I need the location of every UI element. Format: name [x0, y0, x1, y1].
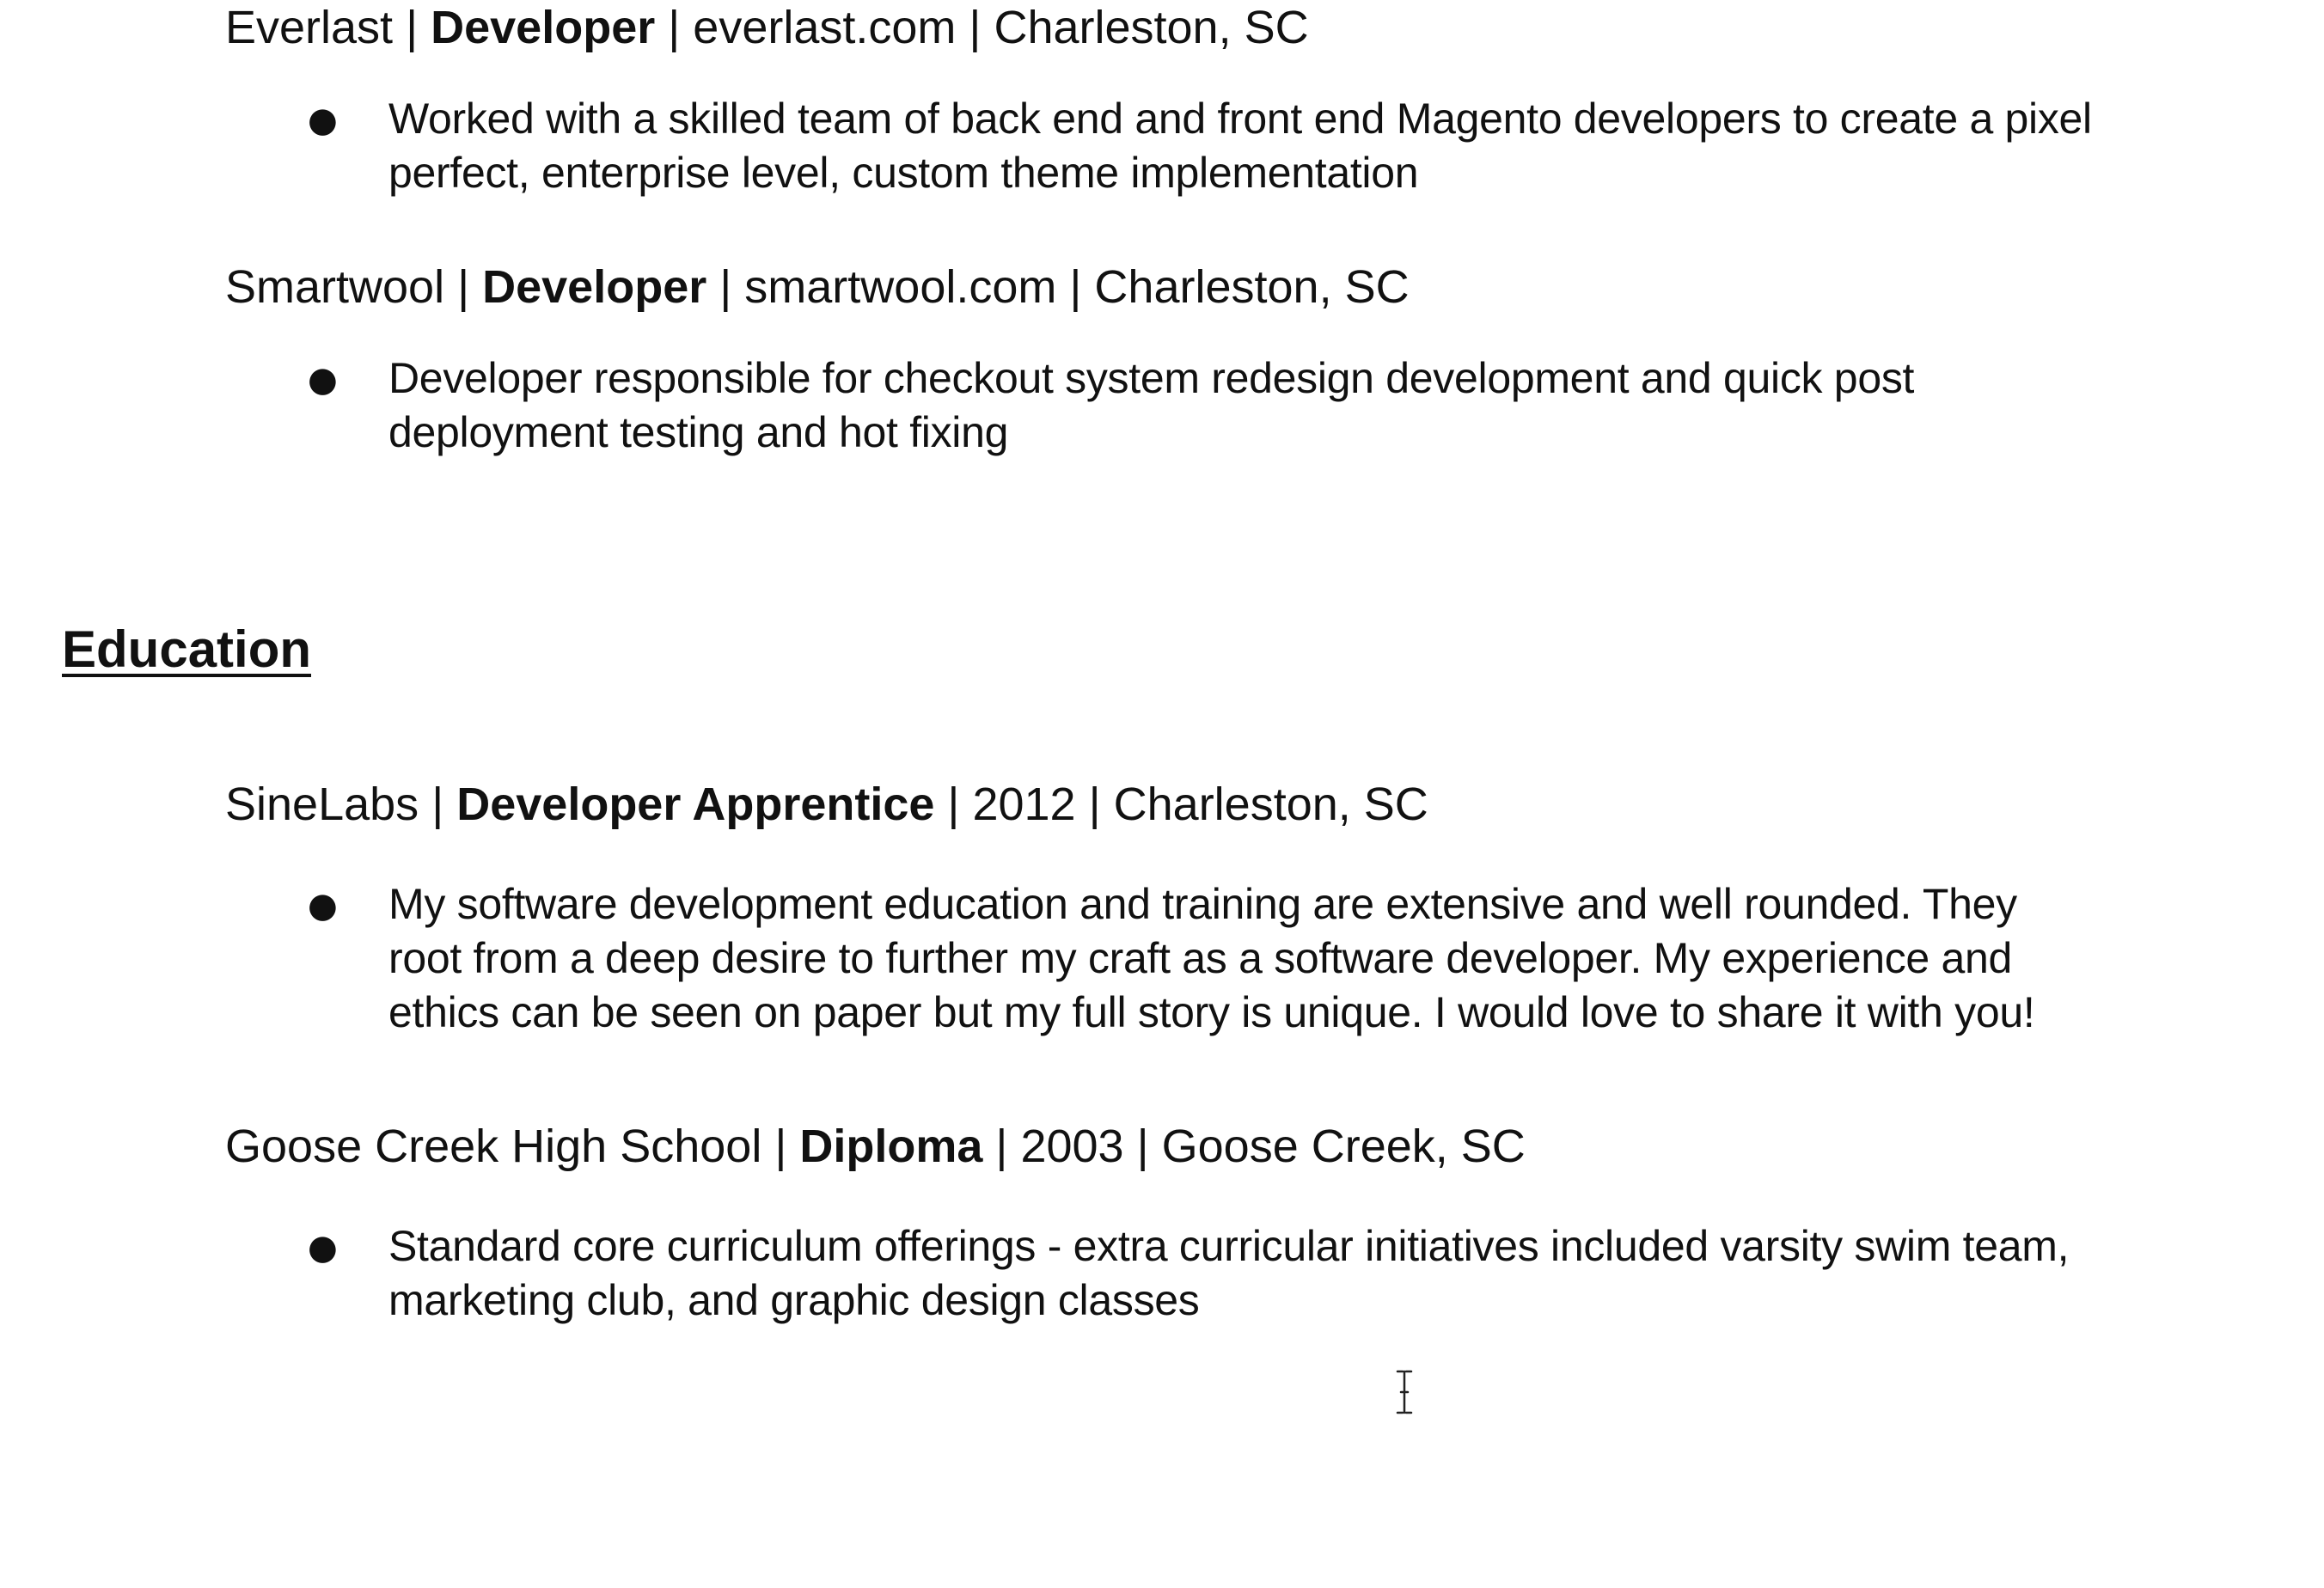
education-heading-sinelabs: SineLabs | Developer Apprentice | 2012 |…	[225, 777, 1428, 832]
bullet-line: marketing club, and graphic design class…	[388, 1276, 1200, 1324]
bullet-dot: ●	[308, 1228, 338, 1267]
separator: |	[444, 261, 483, 313]
bullet-line: root from a deep desire to further my cr…	[388, 934, 2013, 982]
separator: |	[761, 1121, 800, 1172]
bullet-line: ethics can be seen on paper but my full …	[388, 988, 2035, 1036]
company-site: everlast.com	[693, 2, 957, 53]
year: 2012	[972, 779, 1076, 830]
education-bullet-sinelabs: My software development education and tr…	[388, 877, 2262, 1040]
separator: |	[1056, 261, 1095, 313]
location: Charleston, SC	[1113, 779, 1428, 830]
separator: |	[706, 261, 745, 313]
bullet-line: My software development education and tr…	[388, 880, 2017, 928]
bullet-line: perfect, enterprise level, custom theme …	[388, 149, 1419, 197]
education-bullet-goose-creek: Standard core curriculum offerings - ext…	[388, 1219, 2262, 1328]
separator: |	[956, 2, 994, 53]
org-name: Goose Creek High School	[225, 1121, 762, 1172]
education-heading-goose-creek: Goose Creek High School | Diploma | 2003…	[225, 1119, 1526, 1174]
year: 2003	[1020, 1121, 1124, 1172]
experience-heading-everlast: Everlast | Developer | everlast.com | Ch…	[225, 0, 1309, 55]
location: Charleston, SC	[994, 2, 1309, 53]
bullet-dot: ●	[308, 360, 338, 400]
separator: |	[982, 1121, 1021, 1172]
separator: |	[1123, 1121, 1162, 1172]
separator: |	[393, 2, 431, 53]
separator: |	[419, 779, 457, 830]
location: Charleston, SC	[1094, 261, 1410, 313]
experience-bullet-everlast: Worked with a skilled team of back end a…	[388, 92, 2262, 200]
separator: |	[1075, 779, 1114, 830]
bullet-line: Worked with a skilled team of back end a…	[388, 95, 2092, 143]
education-section-title: Education	[62, 620, 312, 678]
bullet-dot: ●	[308, 101, 338, 140]
org-name: Smartwool	[225, 261, 445, 313]
role-title: Developer	[482, 261, 707, 313]
org-name: SineLabs	[225, 779, 419, 830]
company-site: smartwool.com	[744, 261, 1057, 313]
credential: Diploma	[799, 1121, 983, 1172]
org-name: Everlast	[225, 2, 394, 53]
experience-heading-smartwool: Smartwool | Developer | smartwool.com | …	[225, 260, 1410, 315]
bullet-line: Standard core curriculum offerings - ext…	[388, 1222, 2070, 1270]
separator: |	[655, 2, 694, 53]
credential: Developer Apprentice	[456, 779, 935, 830]
text-cursor-icon	[1396, 1370, 1413, 1414]
role-title: Developer	[431, 2, 656, 53]
separator: |	[934, 779, 973, 830]
bullet-dot: ●	[308, 886, 338, 925]
experience-bullet-smartwool: Developer responsible for checkout syste…	[388, 351, 2262, 460]
bullet-line: Developer responsible for checkout syste…	[388, 354, 1915, 402]
bullet-line: deployment testing and hot fixing	[388, 408, 1009, 456]
location: Goose Creek, SC	[1161, 1121, 1526, 1172]
